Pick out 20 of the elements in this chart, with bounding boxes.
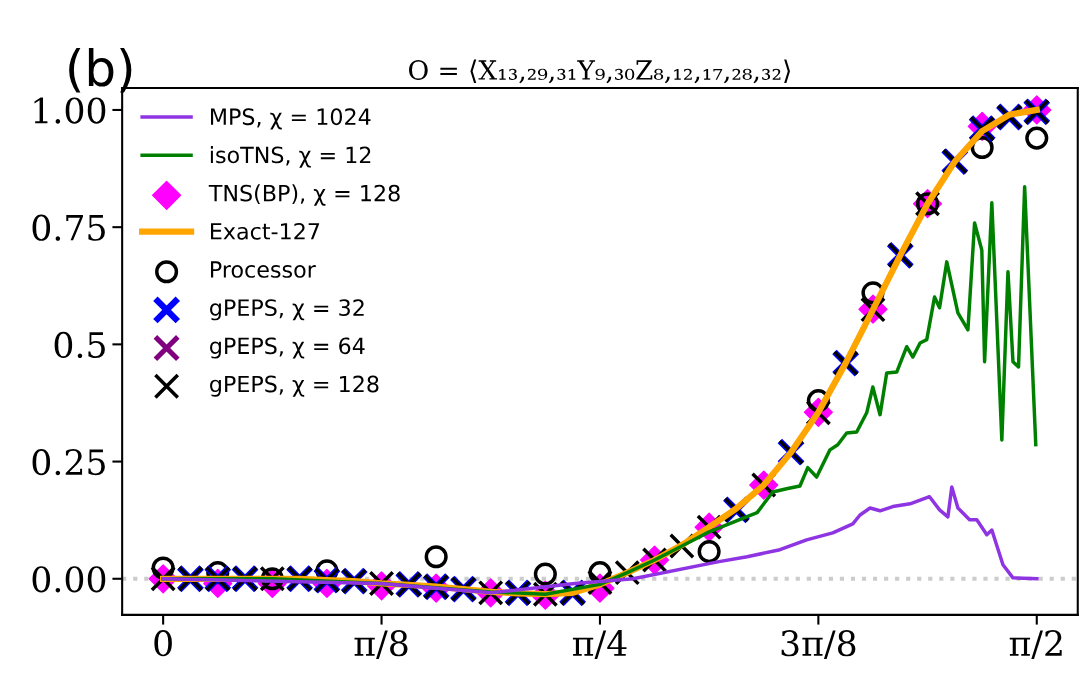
legend-label: gPEPS, χ = 32 [210,299,364,321]
chart-title: O = ⟨X₁₃,₂₉,₃₁Y₉,₃₀Z₈,₁₂,₁₇,₂₈,₃₂⟩ [409,59,790,84]
y-tick-label: 0.5 [54,331,105,359]
legend-label: TNS(BP), χ = 128 [208,184,400,206]
annotation: (b) [69,47,132,93]
legend-label: isoTNS, χ = 12 [210,146,371,168]
legend-label: gPEPS, χ = 64 [210,337,365,359]
x-tick-label: 3π/8 [781,630,856,660]
legend-label: Exact-127 [211,222,320,240]
y-tick-label: 1.00 [34,97,106,124]
x-tick-label: π/4 [572,630,627,660]
y-tick-label: 0.00 [32,566,106,593]
x-tick-label: 0 [154,630,172,657]
y-tick-label: 0.75 [32,214,105,241]
legend-label: MPS, χ = 1024 [211,108,371,130]
legend-label: gPEPS, χ = 128 [210,375,379,397]
x-tick-label: π/2 [1009,630,1062,660]
legend-label: Processor [211,261,316,278]
x-tick-label: π/8 [354,630,408,660]
y-tick-label: 0.25 [32,448,105,476]
